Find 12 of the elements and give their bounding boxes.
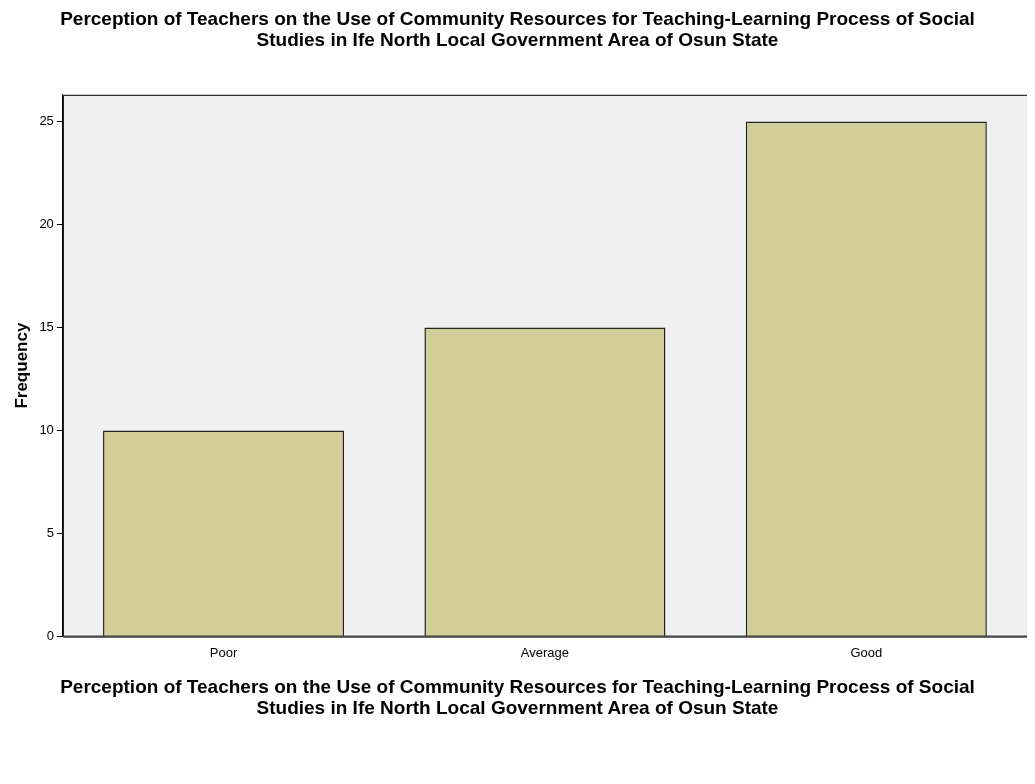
y-tick-label: 0	[46, 627, 54, 643]
y-tick-label: 10	[39, 422, 54, 438]
y-tick-label: 20	[39, 216, 54, 232]
y-axis-title: Frequency	[11, 322, 31, 409]
x-tick-label: Good	[850, 644, 883, 660]
y-tick-label: 25	[39, 113, 54, 129]
x-axis-title: Perception of Teachers on the Use of Community Resources for Teaching-Learning Process of Social Studies in Ife North Local Government Area of Osun State	[59, 676, 976, 718]
chart-title: Perception of Teachers on the Use of Community Resources for Teaching-Learning Process of Social Studies in Ife North Local Government Area of Osun State	[59, 8, 976, 50]
x-tick-label: Average	[520, 644, 570, 660]
y-tick-label: 15	[39, 319, 54, 335]
x-tick-label: Poor	[209, 644, 238, 660]
y-tick-label: 5	[46, 525, 54, 541]
